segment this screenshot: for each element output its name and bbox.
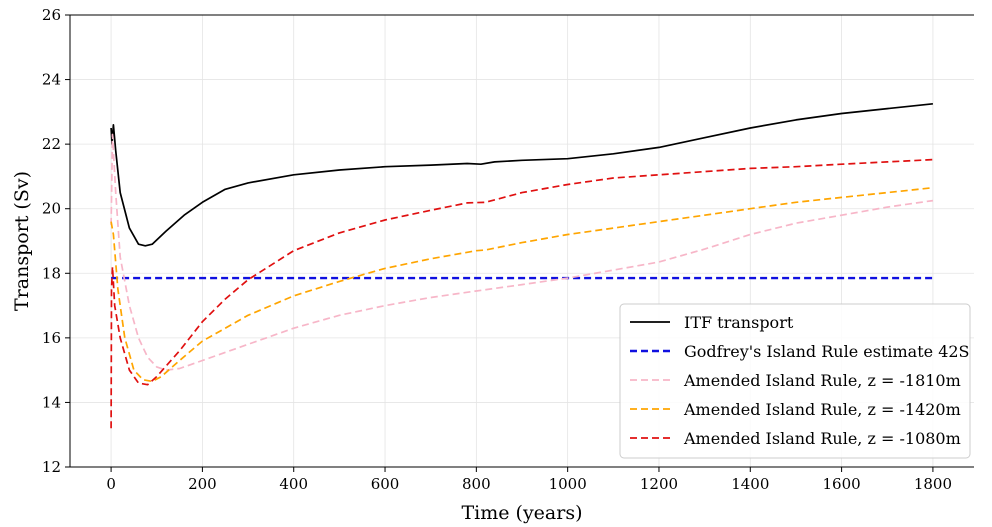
x-tick-label: 1800 — [914, 475, 952, 493]
x-tick-label: 800 — [462, 475, 491, 493]
y-tick-label: 16 — [42, 329, 61, 347]
y-tick-label: 26 — [42, 6, 61, 24]
y-tick-label: 24 — [42, 71, 61, 89]
x-tick-label: 200 — [188, 475, 217, 493]
y-tick-label: 14 — [42, 393, 61, 411]
x-tick-label: 1200 — [640, 475, 678, 493]
y-axis-label: Transport (Sv) — [11, 171, 33, 311]
x-tick-label: 400 — [279, 475, 308, 493]
legend: ITF transport Godfrey's Island Rule estim… — [619, 303, 971, 459]
legend-label: Amended Island Rule, z = -1810m — [683, 371, 961, 390]
x-axis-label: Time (years) — [461, 502, 582, 524]
y-tick-label: 18 — [42, 264, 61, 282]
series-line-3 — [110, 133, 934, 371]
series-lines — [110, 102, 934, 429]
legend-label: Amended Island Rule, z = -1080m — [683, 429, 961, 448]
series-line-1 — [110, 102, 933, 247]
x-tick-label: 600 — [371, 475, 400, 493]
legend-label: Godfrey's Island Rule estimate 42S — [684, 342, 970, 361]
axes — [65, 14, 974, 472]
series-line-5 — [110, 158, 933, 429]
legend-label: ITF transport — [684, 313, 794, 332]
y-tick-label: 20 — [42, 200, 61, 218]
x-tick-label: 1000 — [549, 475, 587, 493]
x-tick-label: 0 — [106, 475, 116, 493]
y-tick-label: 12 — [42, 458, 61, 476]
x-tick-label: 1600 — [823, 475, 861, 493]
y-tick-label: 22 — [42, 135, 61, 153]
series-line-4 — [110, 186, 933, 383]
legend-box — [619, 303, 971, 459]
x-tick-label: 1400 — [731, 475, 769, 493]
legend-label: Amended Island Rule, z = -1420m — [683, 400, 961, 419]
tick-labels: 0 200 400 600 800 1000 1200 1400 1600 1800 12 14 16 1… — [42, 6, 952, 493]
